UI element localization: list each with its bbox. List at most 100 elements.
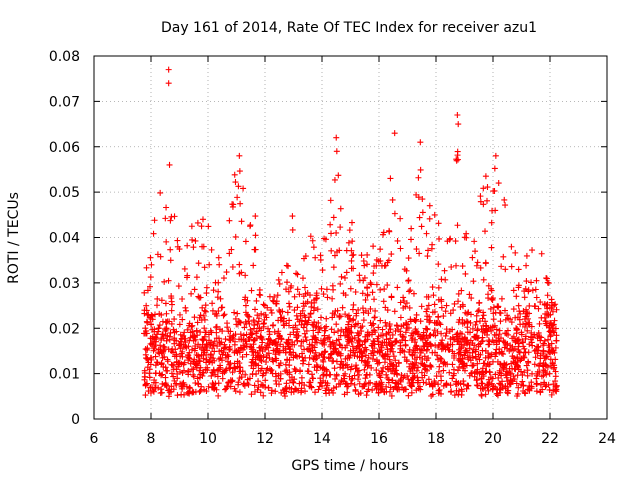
data-point bbox=[162, 326, 169, 333]
data-point bbox=[362, 296, 369, 303]
data-point bbox=[423, 325, 430, 332]
data-point bbox=[438, 377, 445, 384]
data-point bbox=[411, 347, 418, 354]
data-point bbox=[512, 337, 519, 344]
data-point bbox=[469, 362, 476, 369]
data-point bbox=[296, 291, 303, 298]
data-point bbox=[377, 246, 384, 253]
data-point bbox=[315, 329, 322, 336]
x-tick-label: 20 bbox=[484, 431, 502, 447]
data-point bbox=[150, 230, 157, 237]
data-point bbox=[521, 369, 528, 376]
data-point bbox=[224, 358, 231, 365]
data-point bbox=[320, 372, 327, 379]
data-point bbox=[287, 331, 294, 338]
data-point bbox=[462, 270, 469, 277]
data-point bbox=[470, 278, 477, 285]
data-point bbox=[426, 319, 433, 326]
data-point bbox=[250, 262, 257, 269]
data-point bbox=[299, 275, 306, 282]
data-point bbox=[229, 263, 236, 270]
data-point bbox=[260, 323, 267, 330]
data-point bbox=[370, 243, 377, 250]
data-point bbox=[504, 383, 511, 390]
data-point bbox=[298, 374, 305, 381]
data-point bbox=[419, 209, 426, 216]
data-point bbox=[221, 311, 228, 318]
data-point bbox=[307, 233, 314, 240]
data-point bbox=[480, 312, 487, 319]
data-point bbox=[312, 334, 319, 341]
data-point bbox=[414, 354, 421, 361]
data-point bbox=[396, 386, 403, 393]
data-point bbox=[349, 252, 356, 259]
data-point bbox=[310, 244, 317, 251]
data-point bbox=[325, 355, 332, 362]
data-point bbox=[337, 350, 344, 357]
data-point bbox=[331, 252, 338, 259]
data-point bbox=[304, 298, 311, 305]
data-point bbox=[473, 368, 480, 375]
data-point bbox=[408, 236, 415, 243]
data-point bbox=[259, 372, 266, 379]
data-point bbox=[260, 301, 267, 308]
data-point bbox=[367, 305, 374, 312]
data-point bbox=[272, 377, 279, 384]
data-point bbox=[403, 356, 410, 363]
data-point bbox=[416, 346, 423, 353]
data-point bbox=[288, 351, 295, 358]
data-point bbox=[407, 316, 414, 323]
data-point bbox=[465, 356, 472, 363]
data-point bbox=[548, 391, 555, 398]
data-point bbox=[144, 345, 151, 352]
data-point bbox=[345, 312, 352, 319]
data-point bbox=[540, 347, 547, 354]
data-point bbox=[183, 274, 190, 281]
data-point bbox=[321, 325, 328, 332]
data-point bbox=[416, 250, 423, 257]
data-point bbox=[386, 363, 393, 370]
data-point bbox=[300, 303, 307, 310]
data-point bbox=[378, 386, 385, 393]
y-tick-label: 0.06 bbox=[49, 140, 80, 156]
data-point bbox=[186, 390, 193, 397]
data-point bbox=[181, 367, 188, 374]
data-point bbox=[236, 261, 243, 268]
data-point bbox=[500, 351, 507, 358]
data-point bbox=[537, 299, 544, 306]
data-point bbox=[546, 386, 553, 393]
data-point bbox=[503, 372, 510, 379]
data-point bbox=[459, 320, 466, 327]
data-point bbox=[198, 317, 205, 324]
data-point bbox=[436, 235, 443, 242]
data-point bbox=[183, 344, 190, 351]
data-point bbox=[435, 220, 442, 227]
data-point bbox=[498, 263, 505, 270]
data-point bbox=[162, 215, 169, 222]
data-point bbox=[455, 357, 462, 364]
data-point bbox=[162, 364, 169, 371]
data-point bbox=[225, 379, 232, 386]
data-point bbox=[302, 334, 309, 341]
data-point bbox=[355, 338, 362, 345]
data-point bbox=[302, 318, 309, 325]
data-point bbox=[215, 366, 222, 373]
data-point bbox=[415, 174, 422, 181]
data-point bbox=[240, 332, 247, 339]
data-point bbox=[236, 389, 243, 396]
data-point bbox=[291, 365, 298, 372]
data-point bbox=[289, 339, 296, 346]
data-point bbox=[219, 370, 226, 377]
data-point bbox=[177, 345, 184, 352]
data-point bbox=[185, 371, 192, 378]
data-point bbox=[222, 386, 229, 393]
data-point bbox=[299, 360, 306, 367]
data-point bbox=[231, 309, 238, 316]
data-point bbox=[165, 66, 172, 73]
data-point bbox=[497, 310, 504, 317]
data-point bbox=[540, 342, 547, 349]
data-point bbox=[223, 383, 230, 390]
data-point bbox=[326, 334, 333, 341]
data-point bbox=[522, 285, 529, 292]
data-point bbox=[480, 201, 487, 208]
